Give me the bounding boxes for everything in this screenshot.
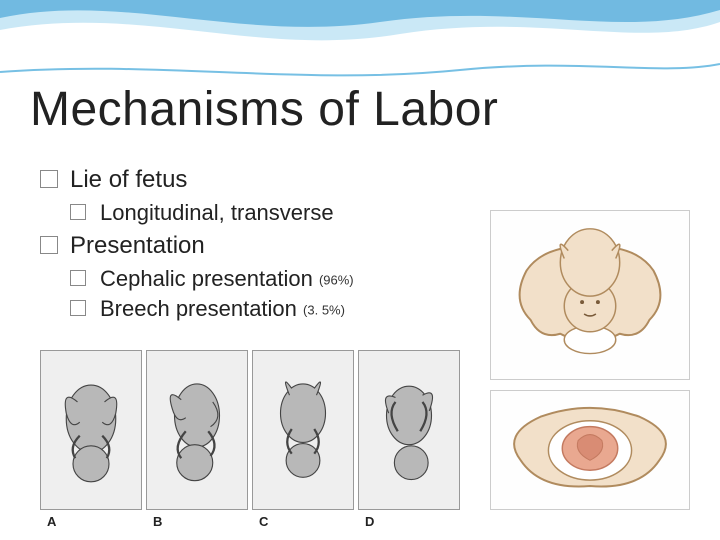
wave-decor	[0, 0, 720, 90]
panel-d: D	[358, 350, 460, 510]
fetus-d-icon	[364, 359, 454, 501]
panel-a: A	[40, 350, 142, 510]
pelvis-superior-icon	[491, 391, 689, 510]
panel-c-label: C	[259, 514, 268, 529]
bullet-breech-label: Breech presentation	[100, 296, 297, 321]
bullet-square-icon	[70, 300, 86, 316]
panel-b: B	[146, 350, 248, 510]
cephalic-top-box	[490, 210, 690, 380]
figure-breech-panels: A B C	[40, 350, 460, 510]
bullet-lie: Lie of fetus	[40, 166, 470, 194]
bullet-cephalic: Cephalic presentation (96%)	[70, 266, 470, 292]
bullet-lie-sub: Longitudinal, transverse	[70, 200, 470, 226]
bullet-presentation: Presentation	[40, 232, 470, 260]
slide: Mechanisms of Labor Lie of fetus Longitu…	[0, 0, 720, 540]
bullet-lie-sub-label: Longitudinal, transverse	[100, 200, 334, 225]
bullet-square-icon	[70, 270, 86, 286]
fetus-c-icon	[258, 359, 348, 501]
cephalic-fetus-pelvis-icon	[491, 211, 689, 379]
bullet-square-icon	[40, 170, 58, 188]
cephalic-bottom-box	[490, 390, 690, 510]
panel-a-label: A	[47, 514, 56, 529]
bullet-breech-pct: (3. 5%)	[303, 303, 345, 318]
bullet-cephalic-pct: (96%)	[319, 273, 354, 288]
bullet-lie-label: Lie of fetus	[70, 166, 187, 193]
panel-c: C	[252, 350, 354, 510]
bullet-square-icon	[40, 236, 58, 254]
bullet-breech: Breech presentation (3. 5%)	[70, 296, 470, 322]
figure-cephalic	[490, 210, 690, 510]
fetus-a-icon	[46, 359, 136, 501]
panel-b-label: B	[153, 514, 162, 529]
bullet-presentation-label: Presentation	[70, 232, 205, 259]
bullet-square-icon	[70, 204, 86, 220]
bullet-list: Lie of fetus Longitudinal, transverse Pr…	[40, 160, 470, 326]
fetus-b-icon	[152, 359, 242, 501]
page-title: Mechanisms of Labor	[30, 82, 498, 137]
bullet-cephalic-label: Cephalic presentation	[100, 266, 313, 291]
panel-d-label: D	[365, 514, 374, 529]
